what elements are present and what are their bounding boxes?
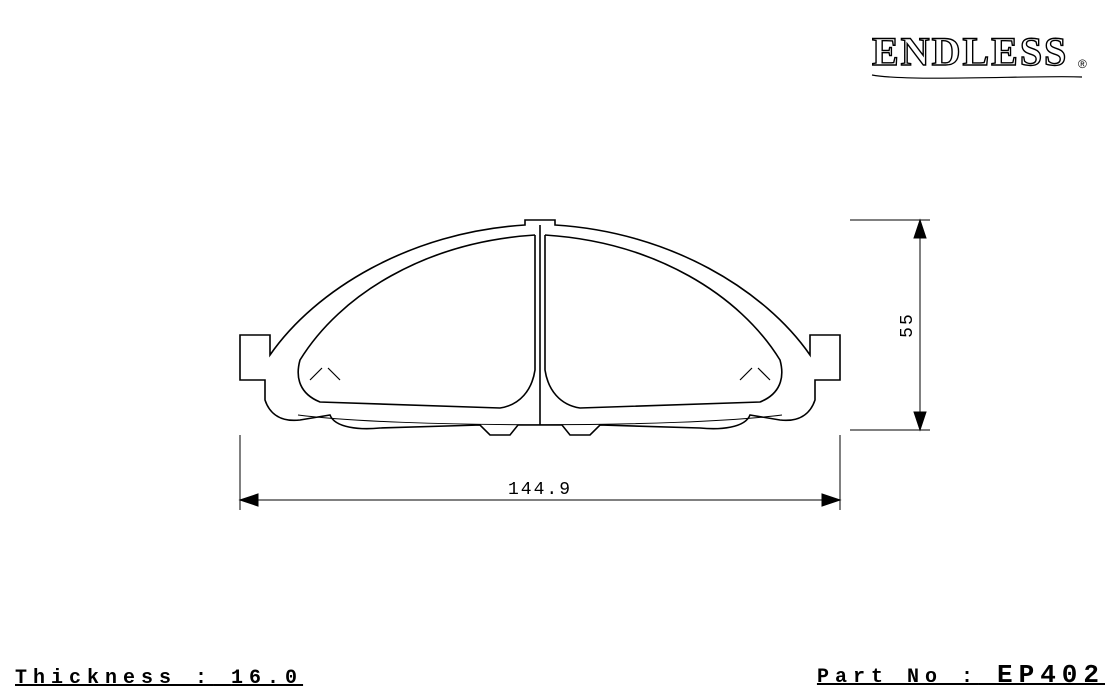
thickness-value: 16.0	[231, 667, 303, 690]
logo-underline	[872, 75, 1082, 78]
part-number-value: EP402	[997, 660, 1105, 690]
brand-logo: ENDLESS ®	[870, 20, 1100, 95]
dim-height-value: 55	[898, 312, 918, 338]
part-number-label: Part No :	[817, 666, 979, 689]
dimension-height: 55	[850, 220, 930, 430]
clip-left	[310, 368, 340, 380]
dimension-width: 144.9	[240, 435, 840, 510]
trademark-symbol: ®	[1078, 57, 1087, 71]
part-number-block: Part No : EP402	[817, 660, 1105, 690]
friction-left-path	[298, 235, 535, 408]
thickness-label: Thickness :	[15, 667, 213, 690]
dim-arrow-right-icon	[822, 494, 840, 506]
thickness-label-block: Thickness : 16.0	[15, 667, 303, 690]
friction-right-path	[545, 235, 782, 408]
dim-arrow-bottom-icon	[914, 412, 926, 430]
technical-drawing: 144.9 55	[200, 180, 920, 580]
brake-pad-outline	[240, 220, 840, 435]
dim-arrow-top-icon	[914, 220, 926, 238]
clip-right	[740, 368, 770, 380]
brand-name-text: ENDLESS	[872, 29, 1068, 74]
dim-width-value: 144.9	[508, 480, 572, 500]
dim-arrow-left-icon	[240, 494, 258, 506]
